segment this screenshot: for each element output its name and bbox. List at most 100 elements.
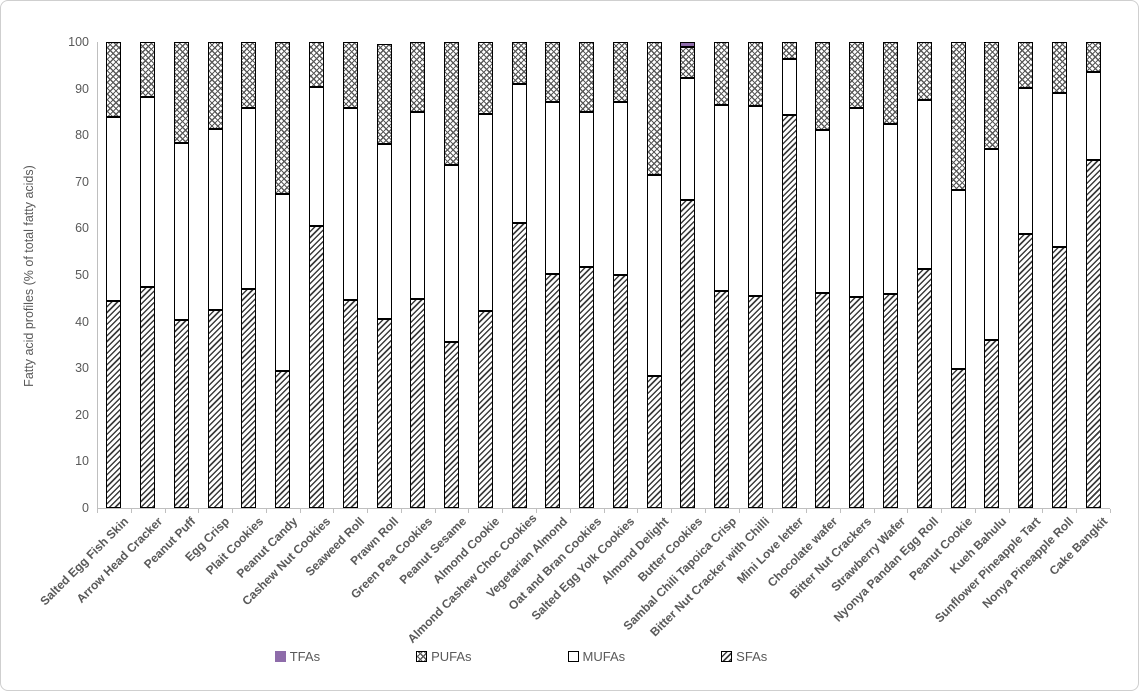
bar-segment-sfas	[781, 114, 797, 508]
bar-segment-mufas	[511, 83, 527, 224]
bar-segment-pufas	[781, 42, 797, 60]
legend-item-mufas: MUFAs	[567, 649, 626, 664]
bar-segment-pufas	[106, 42, 122, 117]
x-tick-mark	[637, 509, 639, 513]
bar-segment-pufas	[1085, 42, 1101, 72]
bar-segment-tfas	[680, 42, 696, 47]
x-tick-mark	[974, 509, 976, 513]
bar-segment-sfas	[747, 296, 763, 508]
legend-label: MUFAs	[582, 649, 626, 664]
bar-segment-pufas	[342, 42, 358, 109]
bar-segment-sfas	[1018, 234, 1034, 508]
bar-segment-pufas	[207, 42, 223, 129]
x-tick-mark	[434, 509, 436, 513]
bar	[444, 1, 460, 508]
x-tick-mark	[873, 509, 875, 513]
x-tick-mark	[400, 509, 402, 513]
bar-segment-mufas	[241, 107, 257, 289]
bar-segment-mufas	[173, 143, 189, 321]
bar-segment-pufas	[883, 42, 899, 125]
x-tick-mark	[1042, 509, 1044, 513]
bar-segment-sfas	[612, 275, 628, 508]
bar	[173, 1, 189, 508]
legend-item-pufas: PUFAs	[416, 649, 472, 664]
bar-segment-mufas	[410, 111, 426, 300]
bar-segment-mufas	[916, 99, 932, 269]
bar-segment-pufas	[579, 42, 595, 112]
y-tick-label: 20	[75, 407, 89, 422]
x-tick-mark	[603, 509, 605, 513]
bar	[308, 1, 324, 508]
bar-segment-mufas	[747, 105, 763, 297]
x-tick-mark	[839, 509, 841, 513]
bar-segment-mufas	[342, 108, 358, 301]
bar-segment-pufas	[376, 44, 392, 145]
bar-segment-mufas	[714, 104, 730, 292]
bar-segment-mufas	[308, 87, 324, 227]
bar-segment-sfas	[342, 300, 358, 508]
legend-swatch-mufa	[567, 651, 579, 662]
bar	[140, 1, 156, 508]
x-tick-mark	[1076, 509, 1078, 513]
x-tick-mark	[198, 509, 200, 513]
y-tick-label: 50	[75, 268, 89, 282]
x-tick-mark	[569, 509, 571, 513]
bar	[849, 1, 865, 508]
bar	[646, 1, 662, 508]
bar-segment-pufas	[612, 42, 628, 102]
bar-segment-mufas	[1085, 71, 1101, 160]
x-tick-mark	[1008, 509, 1010, 513]
y-tick-label: 10	[75, 454, 89, 469]
bar-segment-sfas	[916, 268, 932, 508]
bar-segment-sfas	[646, 376, 662, 508]
bar-segment-pufas	[545, 42, 561, 102]
bar	[1018, 1, 1034, 508]
bar	[781, 1, 797, 508]
bar-segment-mufas	[106, 116, 122, 301]
bar-segment-mufas	[444, 165, 460, 342]
bar-segment-mufas	[984, 148, 1000, 341]
y-tick-label: 70	[75, 174, 89, 189]
bar-segment-sfas	[849, 296, 865, 508]
bar	[680, 1, 696, 508]
bar-segment-pufas	[1051, 42, 1067, 93]
bar	[376, 1, 392, 508]
legend-swatch-tfa	[274, 651, 286, 662]
bar-segment-mufas	[1051, 92, 1067, 247]
bar-segment-sfas	[173, 320, 189, 508]
x-tick-mark	[535, 509, 537, 513]
bar-segment-mufas	[1018, 88, 1034, 235]
bar-segment-sfas	[950, 368, 966, 508]
bar	[275, 1, 291, 508]
bar-segment-sfas	[308, 226, 324, 508]
bar-segment-mufas	[781, 59, 797, 115]
bar-segment-pufas	[916, 42, 932, 100]
legend-label: TFAs	[289, 649, 321, 664]
bar-segment-pufas	[275, 42, 291, 195]
x-axis-line	[97, 508, 1110, 509]
bar-segment-sfas	[140, 286, 156, 508]
x-tick-mark	[941, 509, 943, 513]
x-tick-mark	[299, 509, 301, 513]
bar	[747, 1, 763, 508]
bar	[106, 1, 122, 508]
x-tick-mark	[671, 509, 673, 513]
bar-segment-mufas	[140, 96, 156, 287]
bar-segment-pufas	[140, 42, 156, 97]
legend-swatch-pufa	[416, 651, 428, 662]
legend-swatch-sfa	[721, 651, 733, 662]
bar-segment-sfas	[984, 340, 1000, 508]
bar-segment-sfas	[680, 199, 696, 508]
bar-segment-pufas	[984, 42, 1000, 149]
bar-segment-sfas	[579, 266, 595, 508]
bar-segment-pufas	[1018, 42, 1034, 89]
bar-segment-pufas	[747, 42, 763, 106]
x-tick-mark	[1110, 509, 1111, 513]
bar-segment-mufas	[612, 101, 628, 276]
bar-segment-pufas	[308, 42, 324, 88]
x-tick-mark	[97, 509, 98, 513]
bar	[984, 1, 1000, 508]
bar-segment-pufas	[646, 42, 662, 176]
x-tick-mark	[367, 509, 369, 513]
